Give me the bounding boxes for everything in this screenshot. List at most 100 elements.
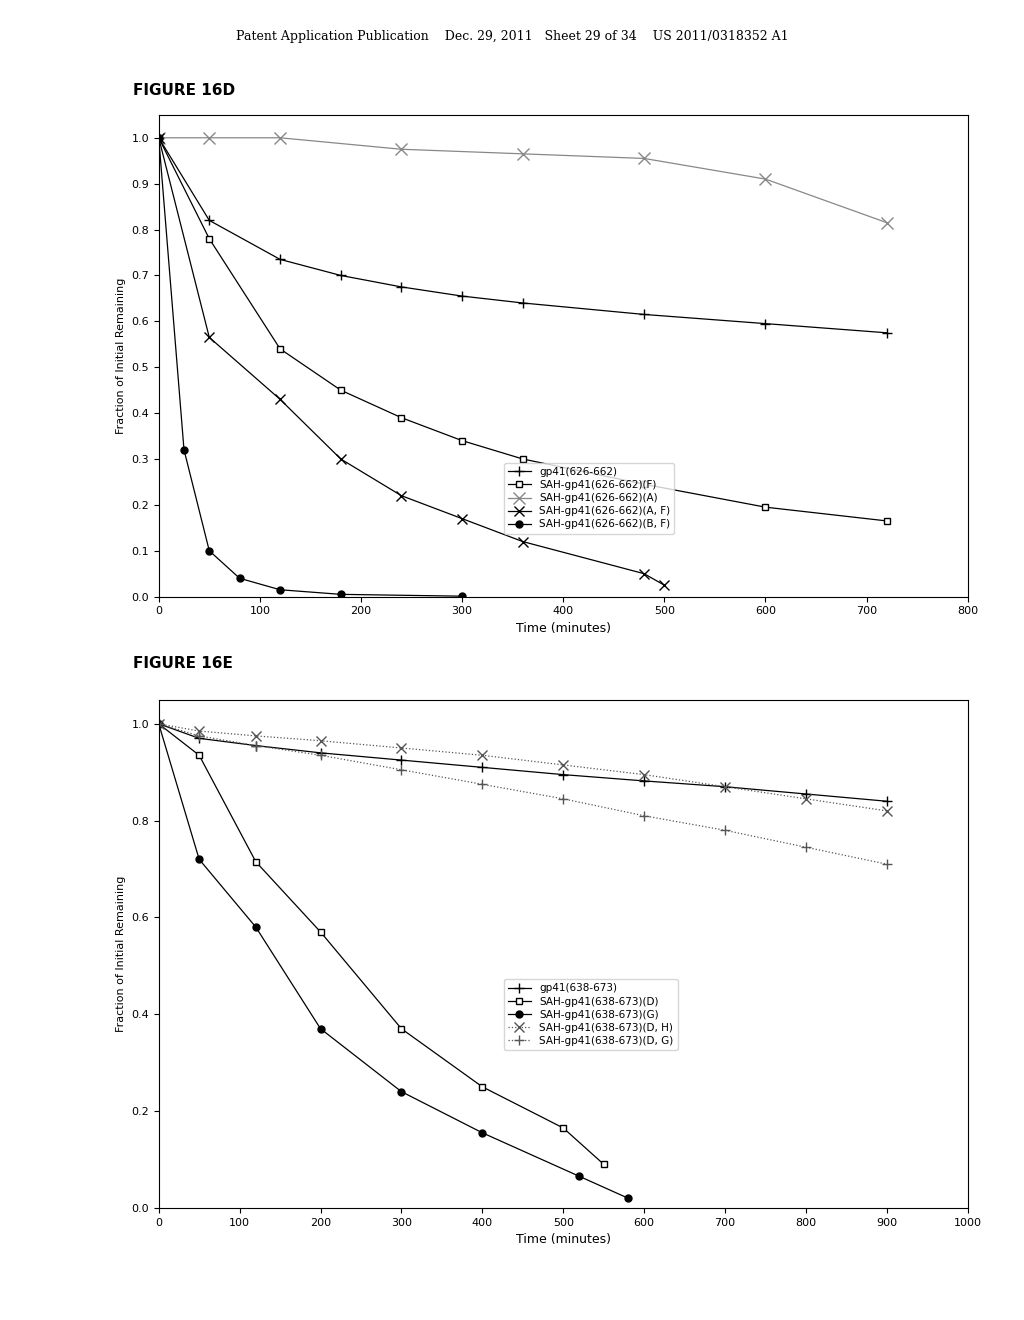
SAH-gp41(638-673)(D, H) — [250, 729, 262, 744]
SAH-gp41(638-673)(D, H) — [395, 741, 408, 756]
Line: SAH-gp41(638-673)(D, G): SAH-gp41(638-673)(D, G) — [154, 719, 892, 869]
gp41(626-662) — [395, 279, 408, 294]
gp41(626-662) — [760, 315, 772, 331]
Line: SAH-gp41(626-662)(B, F): SAH-gp41(626-662)(B, F) — [156, 135, 466, 599]
SAH-gp41(638-673)(D, G) — [881, 857, 893, 873]
SAH-gp41(638-673)(D, G) — [395, 762, 408, 777]
SAH-gp41(638-673)(D, H) — [557, 756, 569, 772]
SAH-gp41(638-673)(D, H) — [153, 715, 165, 731]
Line: SAH-gp41(638-673)(G): SAH-gp41(638-673)(G) — [156, 721, 632, 1201]
SAH-gp41(626-662)(A, F) — [274, 392, 287, 408]
SAH-gp41(626-662)(F) — [153, 129, 165, 145]
SAH-gp41(638-673)(D, G) — [250, 738, 262, 754]
SAH-gp41(626-662)(B, F) — [335, 586, 347, 602]
SAH-gp41(626-662)(A) — [153, 129, 165, 145]
X-axis label: Time (minutes): Time (minutes) — [516, 622, 610, 635]
gp41(638-673) — [800, 785, 812, 801]
Line: SAH-gp41(626-662)(A, F): SAH-gp41(626-662)(A, F) — [154, 133, 669, 590]
SAH-gp41(626-662)(A, F) — [153, 129, 165, 145]
X-axis label: Time (minutes): Time (minutes) — [516, 1233, 610, 1246]
SAH-gp41(638-673)(D, H) — [881, 803, 893, 818]
SAH-gp41(626-662)(F) — [638, 477, 650, 492]
SAH-gp41(638-673)(D) — [193, 747, 205, 763]
SAH-gp41(626-662)(A, F) — [517, 533, 529, 549]
gp41(638-673) — [719, 779, 731, 795]
SAH-gp41(638-673)(G) — [250, 919, 262, 935]
Legend: gp41(638-673), SAH-gp41(638-673)(D), SAH-gp41(638-673)(G), SAH-gp41(638-673)(D, : gp41(638-673), SAH-gp41(638-673)(D), SAH… — [504, 979, 678, 1051]
gp41(626-662) — [517, 296, 529, 312]
SAH-gp41(638-673)(D) — [476, 1078, 488, 1094]
SAH-gp41(638-673)(D, H) — [314, 733, 327, 748]
SAH-gp41(626-662)(A, F) — [638, 566, 650, 582]
SAH-gp41(626-662)(B, F) — [178, 442, 190, 458]
SAH-gp41(626-662)(A) — [881, 215, 893, 231]
SAH-gp41(638-673)(D, H) — [476, 747, 488, 763]
SAH-gp41(626-662)(F) — [517, 451, 529, 467]
Legend: gp41(626-662), SAH-gp41(626-662)(F), SAH-gp41(626-662)(A), SAH-gp41(626-662)(A, : gp41(626-662), SAH-gp41(626-662)(F), SAH… — [504, 463, 675, 533]
SAH-gp41(638-673)(D, G) — [638, 808, 650, 824]
SAH-gp41(638-673)(G) — [395, 1084, 408, 1100]
SAH-gp41(638-673)(D, H) — [638, 767, 650, 783]
gp41(626-662) — [881, 325, 893, 341]
SAH-gp41(638-673)(D, G) — [476, 776, 488, 792]
SAH-gp41(638-673)(D) — [250, 854, 262, 870]
SAH-gp41(626-662)(B, F) — [456, 589, 468, 605]
SAH-gp41(638-673)(G) — [193, 851, 205, 867]
Text: FIGURE 16E: FIGURE 16E — [133, 656, 233, 671]
gp41(638-673) — [395, 752, 408, 768]
SAH-gp41(626-662)(B, F) — [233, 570, 246, 586]
SAH-gp41(626-662)(F) — [760, 499, 772, 515]
gp41(626-662) — [203, 213, 215, 228]
gp41(626-662) — [638, 306, 650, 322]
SAH-gp41(638-673)(D) — [557, 1119, 569, 1135]
gp41(638-673) — [250, 738, 262, 754]
SAH-gp41(638-673)(D) — [598, 1156, 610, 1172]
Line: SAH-gp41(626-662)(A): SAH-gp41(626-662)(A) — [154, 132, 892, 228]
Line: SAH-gp41(638-673)(D): SAH-gp41(638-673)(D) — [156, 721, 607, 1168]
SAH-gp41(626-662)(A) — [395, 141, 408, 157]
SAH-gp41(626-662)(A, F) — [456, 511, 468, 527]
Text: FIGURE 16D: FIGURE 16D — [133, 83, 236, 98]
SAH-gp41(626-662)(B, F) — [203, 543, 215, 558]
SAH-gp41(626-662)(A) — [760, 172, 772, 187]
SAH-gp41(638-673)(G) — [573, 1168, 586, 1184]
SAH-gp41(626-662)(B, F) — [274, 582, 287, 598]
Y-axis label: Fraction of Initial Remaining: Fraction of Initial Remaining — [116, 277, 126, 434]
gp41(626-662) — [274, 252, 287, 268]
SAH-gp41(638-673)(D, H) — [800, 791, 812, 807]
SAH-gp41(626-662)(F) — [456, 433, 468, 449]
SAH-gp41(626-662)(A) — [203, 129, 215, 145]
gp41(626-662) — [335, 268, 347, 284]
gp41(626-662) — [456, 288, 468, 304]
SAH-gp41(626-662)(A, F) — [658, 577, 671, 593]
SAH-gp41(638-673)(D) — [314, 924, 327, 940]
SAH-gp41(626-662)(F) — [274, 341, 287, 356]
gp41(638-673) — [193, 730, 205, 746]
gp41(638-673) — [314, 744, 327, 760]
Y-axis label: Fraction of Initial Remaining: Fraction of Initial Remaining — [116, 875, 126, 1032]
SAH-gp41(626-662)(A) — [638, 150, 650, 166]
Line: SAH-gp41(638-673)(D, H): SAH-gp41(638-673)(D, H) — [154, 719, 892, 816]
SAH-gp41(638-673)(D) — [153, 715, 165, 731]
gp41(638-673) — [153, 715, 165, 731]
SAH-gp41(638-673)(D, G) — [153, 715, 165, 731]
SAH-gp41(626-662)(A, F) — [335, 451, 347, 467]
SAH-gp41(626-662)(F) — [881, 513, 893, 529]
SAH-gp41(638-673)(D, G) — [557, 791, 569, 807]
SAH-gp41(626-662)(A) — [517, 147, 529, 162]
gp41(626-662) — [153, 129, 165, 145]
Line: gp41(638-673): gp41(638-673) — [154, 719, 892, 807]
SAH-gp41(626-662)(F) — [203, 231, 215, 247]
SAH-gp41(638-673)(D, G) — [314, 747, 327, 763]
gp41(638-673) — [476, 759, 488, 775]
gp41(638-673) — [638, 774, 650, 789]
SAH-gp41(638-673)(D, H) — [719, 779, 731, 795]
SAH-gp41(626-662)(A, F) — [203, 330, 215, 346]
SAH-gp41(638-673)(G) — [314, 1020, 327, 1036]
SAH-gp41(626-662)(F) — [395, 409, 408, 425]
SAH-gp41(626-662)(A) — [274, 129, 287, 145]
SAH-gp41(638-673)(D, H) — [193, 723, 205, 739]
gp41(638-673) — [881, 793, 893, 809]
SAH-gp41(638-673)(D, G) — [800, 840, 812, 855]
Text: Patent Application Publication    Dec. 29, 2011   Sheet 29 of 34    US 2011/0318: Patent Application Publication Dec. 29, … — [236, 30, 788, 44]
